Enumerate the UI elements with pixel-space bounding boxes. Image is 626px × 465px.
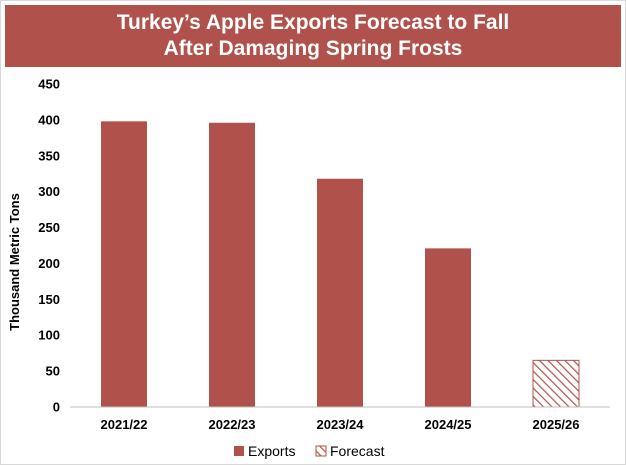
x-tick-label: 2023/24 (317, 417, 365, 432)
legend: Exports Forecast (234, 443, 385, 459)
y-tick-label: 150 (38, 292, 60, 307)
bars (101, 121, 580, 408)
title-banner: Turkey’s Apple Exports Forecast to Fall … (5, 5, 621, 67)
x-tick-label: 2022/23 (209, 417, 256, 432)
bar-2025-26 (532, 359, 580, 408)
x-tick-label: 2021/22 (101, 417, 148, 432)
bar-2022-23 (209, 122, 255, 407)
x-tick-label: 2025/26 (533, 417, 580, 432)
y-tick-label: 450 (38, 77, 60, 92)
y-axis-label: Thousand Metric Tons (7, 193, 22, 331)
x-tick-label: 2024/25 (425, 417, 472, 432)
y-tick-label: 100 (38, 328, 60, 343)
legend-swatch-exports (234, 446, 244, 456)
legend-label-exports: Exports (248, 443, 295, 459)
y-tick-label: 200 (38, 256, 60, 271)
y-tick-label: 350 (38, 148, 60, 163)
bar-2024-25 (425, 248, 471, 407)
bar-2023-24 (317, 178, 363, 407)
x-tick-labels: 2021/22 2022/23 2023/24 2024/25 2025/26 (101, 417, 580, 432)
legend-label-forecast: Forecast (330, 443, 385, 459)
chart-title-line-2: After Damaging Spring Frosts (163, 37, 463, 60)
legend-swatch-forecast (315, 445, 327, 457)
y-tick-label: 250 (38, 220, 60, 235)
y-tick-label: 0 (53, 400, 60, 415)
y-tick-label: 300 (38, 184, 60, 199)
y-tick-label: 400 (38, 112, 60, 127)
bar-2021-22 (101, 121, 147, 407)
y-tick-labels: 0 50 100 150 200 250 300 350 400 450 (38, 77, 60, 415)
y-tick-label: 50 (46, 364, 60, 379)
chart-title-line-1: Turkey’s Apple Exports Forecast to Fall (116, 11, 510, 34)
